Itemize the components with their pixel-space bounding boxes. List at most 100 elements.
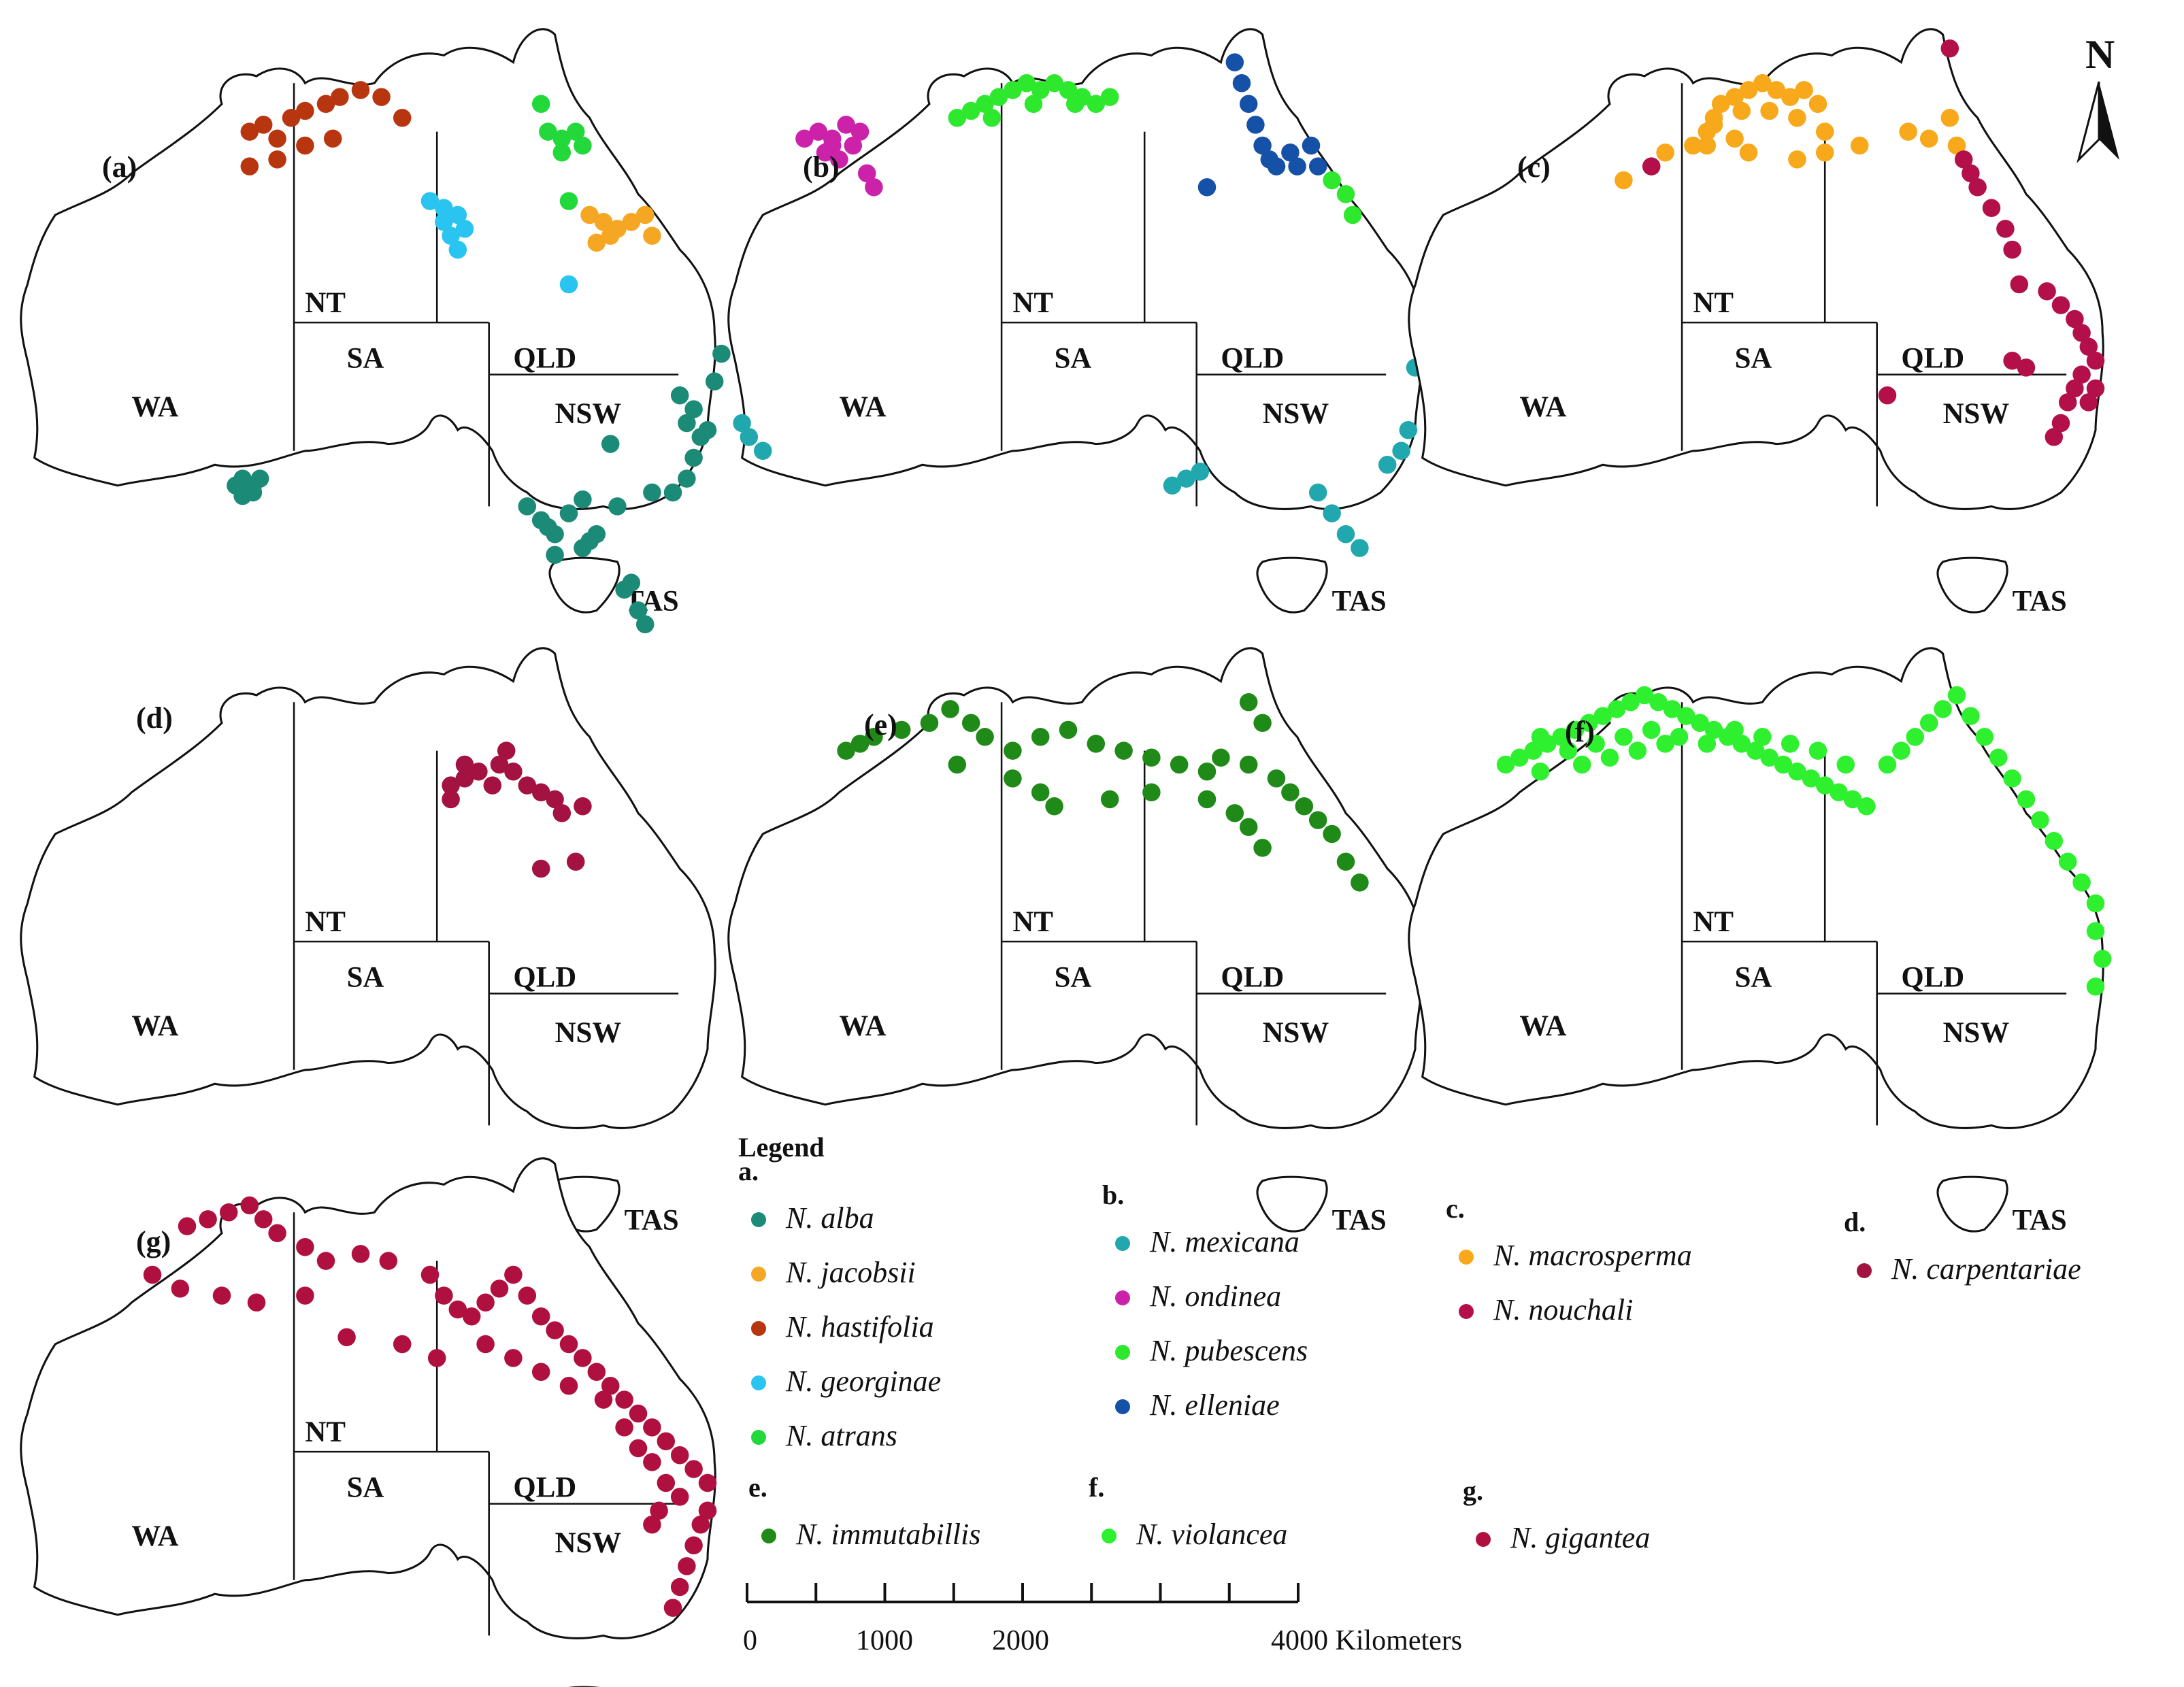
occurrence-point-pubescens [1017,73,1036,93]
occurrence-point-immutabillis [1323,824,1341,844]
occurrence-point-violancea [1531,727,1550,746]
state-label-sa: SA [347,961,384,993]
occurrence-point-pubescens [1323,171,1341,190]
occurrence-point-nouchali [1954,150,1973,169]
occurrence-point-violancea [1572,755,1591,774]
occurrence-point-macrosperma [1711,95,1730,114]
occurrence-point-gigantea [199,1210,217,1229]
occurrence-point-gigantea [435,1286,453,1305]
occurrence-point-macrosperma [1850,136,1869,155]
legend-swatch [751,1267,766,1282]
occurrence-point-jacobsii [643,227,661,245]
occurrence-point-violancea [1815,776,1834,795]
occurrence-point-hastifolia [240,122,259,141]
occurrence-point-mexicana [1177,469,1195,488]
occurrence-point-pubescens [1087,95,1106,114]
occurrence-point-hastifolia [296,101,314,120]
occurrence-point-violancea [1975,727,1994,746]
legend-swatch [1459,1304,1474,1319]
occurrence-point-macrosperma [1698,136,1717,155]
legend-item: N. georginae [785,1365,941,1398]
occurrence-point-gigantea [643,1453,661,1471]
state-label-nsw: NSW [1943,398,2010,430]
occurrence-point-mexicana [1399,420,1418,439]
occurrence-point-hastifolia [282,108,301,127]
occurrence-point-violancea [1607,700,1626,718]
occurrence-point-gigantea [212,1286,231,1305]
north-arrow-icon-fill [2099,82,2119,160]
legend-group-d: d. [1844,1207,1866,1237]
occurrence-point-macrosperma [1899,122,1917,141]
occurrence-point-macrosperma [1725,88,1744,106]
occurrence-point-immutabillis [1100,790,1119,809]
occurrence-point-pubescens [1100,88,1119,106]
occurrence-point-violancea [1760,748,1778,767]
occurrence-point-nouchali [2086,379,2105,398]
occurrence-point-atrans [552,129,572,148]
occurrence-point-ondinea [865,178,883,197]
legend-swatch [1115,1290,1130,1305]
state-label-qld: QLD [1901,961,1964,993]
occurrence-point-alba [698,420,717,439]
occurrence-point-violancea [2045,831,2064,850]
occurrence-point-mexicana [1308,483,1327,502]
occurrence-point-hastifolia [268,129,286,148]
panel-label: (b) [803,150,840,184]
occurrence-point-macrosperma [1815,122,1834,141]
occurrence-point-hastifolia [393,108,412,127]
state-label-nt: NT [305,906,346,938]
state-label-wa: WA [1519,391,1566,423]
occurrence-point-gigantea [559,1376,578,1395]
occurrence-point-macrosperma [1815,143,1834,162]
legend-item: N. nouchali [1493,1293,1633,1326]
occurrence-point-macrosperma [1684,136,1702,155]
occurrence-point-violancea [1663,700,1682,718]
occurrence-point-nouchali [2045,428,2064,446]
occurrence-point-gigantea [518,1286,537,1305]
occurrence-point-violancea [1934,700,1952,718]
legend-swatch [751,1430,766,1445]
occurrence-point-alba [712,344,731,363]
occurrence-point-immutabillis [1059,720,1078,739]
occurrence-point-mexicana [1191,463,1210,481]
occurrence-point-alba [678,414,696,433]
occurrence-point-jacobsii [587,233,606,252]
occurrence-point-immutabillis [1004,741,1022,760]
occurrence-point-gigantea [171,1280,190,1298]
occurrence-point-mexicana [740,428,759,446]
panel-label: (a) [102,150,137,184]
occurrence-point-pubescens [1031,81,1050,99]
occurrence-point-violancea [1808,741,1827,760]
occurrence-point-elleniae [1253,136,1272,155]
occurrence-point-violancea [1878,755,1897,774]
occurrence-point-violancea [1725,720,1744,739]
occurrence-point-pubescens [1059,81,1078,99]
occurrence-point-macrosperma [1919,129,1938,148]
occurrence-point-alba [559,504,578,522]
occurrence-point-nouchali [1968,178,1987,197]
north-label: N [2085,32,2115,77]
occurrence-point-macrosperma [1808,95,1827,114]
occurrence-point-atrans [531,95,550,114]
occurrence-point-pubescens [1004,81,1022,99]
australia-outline [20,647,716,1233]
occurrence-point-alba [684,448,703,467]
occurrence-point-violancea [2058,852,2077,871]
occurrence-point-alba [622,573,641,592]
state-label-qld: QLD [1221,961,1284,993]
legend-group-c: c. [1446,1193,1465,1224]
occurrence-point-gigantea [462,1307,481,1326]
occurrence-point-nouchali [2072,365,2091,384]
occurrence-point-violancea [2031,811,2049,829]
occurrence-point-elleniae [1281,143,1300,162]
occurrence-point-ondinea [830,150,848,169]
occurrence-point-violancea [1753,727,1772,746]
legend-group-e: e. [748,1472,767,1503]
occurrence-point-hastifolia [268,150,286,169]
occurrence-point-atrans [552,143,572,162]
occurrence-point-violancea [1496,755,1515,774]
legend-group-g: g. [1463,1475,1483,1506]
occurrence-point-carpentariae [504,762,523,781]
state-label-sa: SA [1735,961,1772,993]
